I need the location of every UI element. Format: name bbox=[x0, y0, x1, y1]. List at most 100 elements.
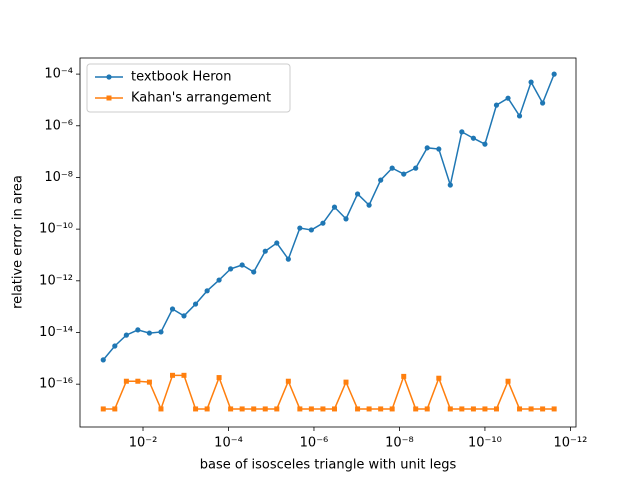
marker bbox=[540, 100, 546, 106]
marker bbox=[204, 288, 210, 294]
y-axis-label: relative error in area bbox=[11, 175, 26, 309]
marker bbox=[100, 357, 106, 363]
x-axis-label: base of isosceles triangle with unit leg… bbox=[200, 458, 457, 473]
marker bbox=[459, 129, 465, 135]
y-tick-label: 10⁻¹² bbox=[39, 273, 73, 288]
marker bbox=[366, 202, 372, 208]
marker bbox=[170, 372, 176, 378]
marker bbox=[540, 406, 546, 412]
series-line bbox=[103, 374, 555, 412]
marker bbox=[146, 379, 152, 385]
marker bbox=[343, 379, 349, 385]
marker bbox=[285, 256, 291, 262]
marker bbox=[274, 240, 280, 246]
x-tick-label: 10⁻⁶ bbox=[300, 436, 329, 451]
marker bbox=[285, 378, 291, 384]
marker bbox=[181, 313, 187, 319]
marker bbox=[135, 378, 141, 384]
legend-label: Kahan's arrangement bbox=[131, 91, 271, 106]
marker bbox=[106, 95, 112, 101]
marker bbox=[158, 329, 164, 335]
marker bbox=[528, 79, 534, 85]
y-tick-label: 10⁻¹⁴ bbox=[39, 325, 73, 340]
marker bbox=[262, 406, 268, 412]
marker bbox=[528, 406, 534, 412]
marker bbox=[447, 406, 453, 412]
marker bbox=[551, 71, 557, 77]
marker bbox=[378, 177, 384, 183]
marker bbox=[112, 406, 118, 412]
plot-frame bbox=[79, 57, 577, 428]
marker bbox=[106, 74, 112, 80]
marker bbox=[366, 406, 372, 412]
marker bbox=[112, 343, 118, 349]
x-tick-label: 10⁻² bbox=[129, 436, 158, 451]
y-tick-label: 10⁻⁶ bbox=[44, 118, 73, 133]
marker bbox=[505, 95, 511, 101]
marker bbox=[343, 216, 349, 222]
marker bbox=[146, 330, 153, 336]
x-tick-label: 10⁻¹² bbox=[553, 436, 587, 451]
marker bbox=[123, 378, 129, 384]
marker bbox=[100, 406, 106, 412]
marker bbox=[482, 141, 488, 147]
marker bbox=[389, 406, 395, 412]
marker bbox=[447, 182, 453, 188]
marker bbox=[517, 406, 523, 412]
marker bbox=[378, 406, 384, 412]
marker bbox=[135, 327, 141, 333]
x-tick-label: 10⁻⁸ bbox=[385, 436, 414, 451]
marker bbox=[251, 269, 257, 275]
x-tick-label: 10⁻¹⁰ bbox=[468, 436, 502, 451]
marker bbox=[251, 406, 257, 412]
marker bbox=[308, 406, 314, 412]
y-tick-label: 10⁻⁴ bbox=[44, 67, 73, 82]
series-line bbox=[102, 73, 555, 361]
legend-label: textbook Heron bbox=[131, 70, 232, 85]
marker bbox=[470, 406, 476, 412]
marker bbox=[551, 406, 557, 412]
marker bbox=[123, 332, 129, 338]
marker bbox=[239, 262, 245, 268]
marker bbox=[262, 248, 268, 254]
marker bbox=[204, 406, 210, 412]
y-tick-label: 10⁻¹⁶ bbox=[39, 377, 73, 392]
marker bbox=[470, 135, 477, 141]
marker bbox=[424, 406, 430, 412]
marker bbox=[193, 406, 199, 412]
marker bbox=[401, 373, 407, 379]
marker bbox=[413, 165, 419, 171]
marker bbox=[436, 146, 442, 152]
legend-box bbox=[86, 63, 291, 113]
marker bbox=[424, 145, 430, 151]
marker bbox=[320, 220, 326, 226]
marker bbox=[158, 406, 164, 412]
marker bbox=[482, 406, 488, 412]
marker bbox=[297, 406, 303, 412]
marker bbox=[228, 266, 234, 272]
marker bbox=[297, 225, 303, 231]
marker bbox=[228, 406, 234, 412]
marker bbox=[493, 102, 500, 108]
marker bbox=[331, 406, 337, 412]
marker bbox=[436, 375, 442, 381]
marker bbox=[239, 406, 245, 412]
marker bbox=[459, 406, 465, 412]
marker bbox=[331, 204, 338, 210]
marker bbox=[493, 406, 499, 412]
marker bbox=[216, 277, 222, 283]
marker bbox=[216, 375, 222, 381]
marker bbox=[308, 227, 314, 233]
marker bbox=[413, 406, 419, 412]
marker bbox=[516, 113, 523, 119]
marker bbox=[192, 301, 199, 307]
y-tick-label: 10⁻¹⁰ bbox=[39, 222, 73, 237]
marker bbox=[181, 372, 187, 378]
marker bbox=[320, 406, 326, 412]
marker bbox=[505, 378, 511, 384]
y-tick-label: 10⁻⁸ bbox=[44, 170, 73, 185]
marker bbox=[354, 191, 361, 197]
marker bbox=[401, 171, 407, 177]
marker bbox=[169, 306, 176, 312]
